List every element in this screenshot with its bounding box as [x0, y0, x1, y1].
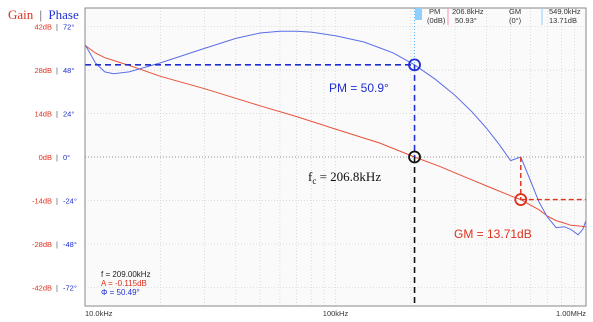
pm-annotation: PM = 50.9°	[329, 81, 389, 95]
fc-marker	[408, 150, 421, 164]
gm-marker	[514, 193, 528, 206]
cursor-flag-icon[interactable]	[415, 8, 422, 20]
gain-curve	[84, 44, 587, 228]
fc-annotation: fc = 206.8kHz	[308, 169, 381, 186]
plot-frame	[84, 7, 587, 307]
readout-gm-value: 13.71dB	[549, 16, 577, 25]
gm-annotation: GM = 13.71dB	[454, 227, 532, 241]
pm-marker	[408, 58, 421, 72]
axis-header: Gain | Phase	[8, 7, 79, 22]
gain-tick-label: 42dB	[34, 23, 52, 32]
phase-tick-label: 24°	[63, 110, 74, 119]
phase-axis-title: Phase	[48, 7, 79, 22]
phase-tick-label: 48°	[63, 66, 74, 75]
phase-curve	[84, 30, 587, 236]
readout-gm-title: GM	[509, 7, 521, 16]
gain-axis-title: Gain	[8, 7, 34, 22]
tick-separator: |	[56, 110, 58, 119]
readout-pm-sub: (0dB)	[427, 16, 446, 25]
tick-separator: |	[56, 23, 58, 32]
gain-tick-label: -42dB	[32, 283, 52, 292]
phase-tick-label: 0°	[63, 153, 70, 162]
gain-tick-label: 28dB	[34, 66, 52, 75]
title-separator: |	[40, 7, 43, 22]
gain-tick-label: 14dB	[34, 110, 52, 119]
readout-pm-value: 50.93°	[455, 16, 477, 25]
phase-tick-label: -72°	[63, 283, 77, 292]
phase-tick-label: 72°	[63, 23, 74, 32]
tick-separator: |	[56, 196, 58, 205]
readout-gm-freq: 549.0kHz	[549, 7, 581, 16]
markers	[85, 8, 586, 306]
grid	[84, 8, 586, 306]
tick-separator: |	[56, 153, 58, 162]
curves	[84, 30, 587, 236]
readout-pm-title: PM	[429, 7, 440, 16]
axes: 42dB | 72° 28dB | 48° 14dB | 24° 0dB | 0° -14dB | -24°…	[32, 23, 586, 318]
x-tick-label: 100kHz	[323, 309, 349, 318]
readout-pm-freq: 206.8kHz	[452, 7, 484, 16]
gain-tick-label: -14dB	[32, 196, 52, 205]
x-tick-label: 1.00MHz	[556, 309, 586, 318]
tick-separator: |	[56, 283, 58, 292]
tick-separator: |	[56, 240, 58, 249]
readout-gm-sub: (0°)	[509, 16, 522, 25]
cursor-frequency: f = 209.00kHz	[101, 270, 151, 279]
cursor-gain: A = -0.115dB	[101, 279, 147, 288]
tick-separator: |	[56, 66, 58, 75]
x-tick-label: 10.0kHz	[85, 309, 113, 318]
gain-tick-label: -28dB	[32, 240, 52, 249]
phase-tick-label: -24°	[63, 196, 77, 205]
top-readout: PM (0dB) 206.8kHz 50.93° GM (0°) 549.0kH…	[415, 7, 581, 25]
gain-tick-label: 0dB	[39, 153, 52, 162]
cursor-phase: Φ = 50.49°	[101, 288, 140, 297]
phase-tick-label: -48°	[63, 240, 77, 249]
